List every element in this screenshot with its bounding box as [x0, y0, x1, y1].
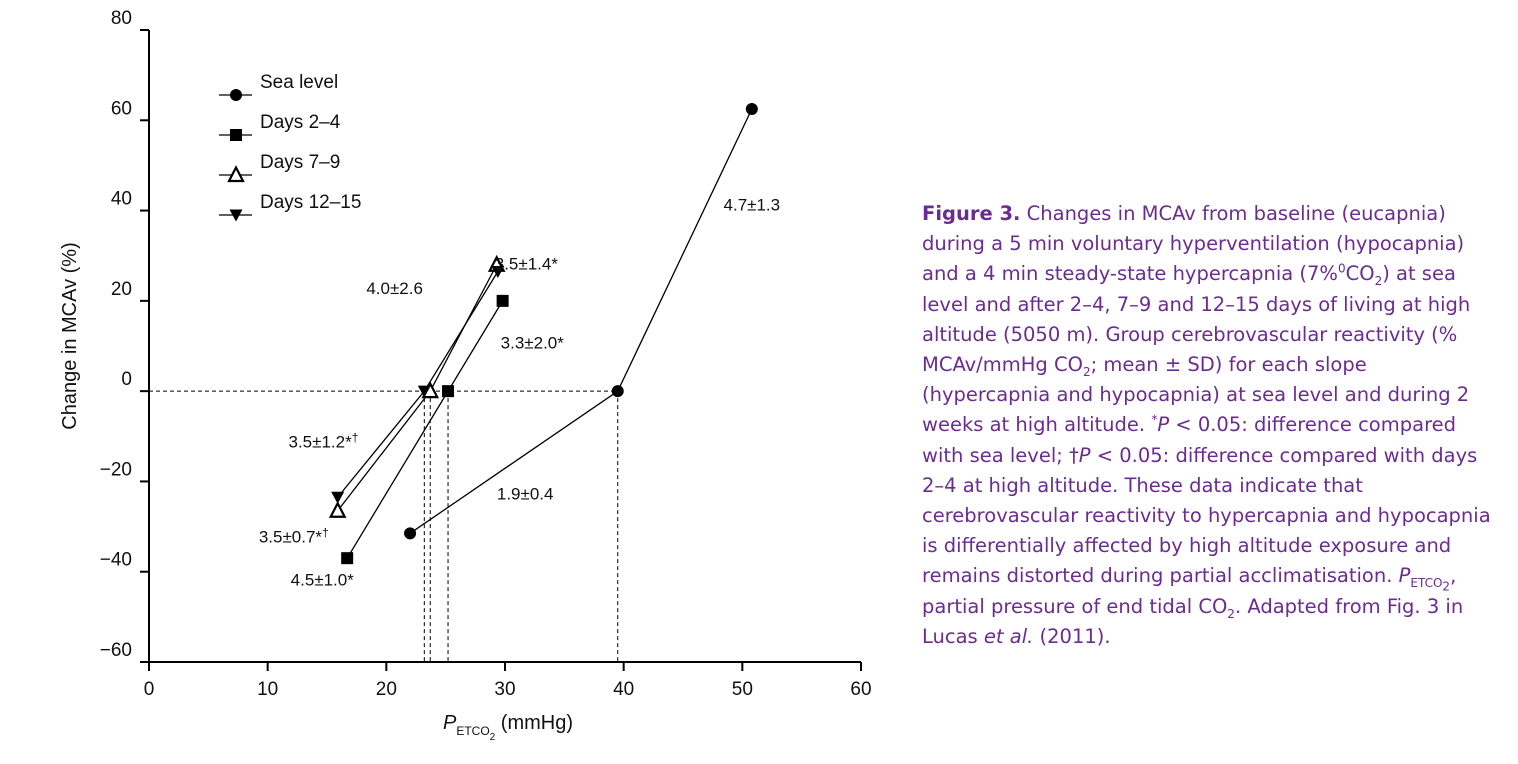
x-tick-label: 20 — [376, 679, 397, 700]
y-tick-label: −40 — [100, 550, 132, 571]
y-tick-label: 40 — [111, 189, 132, 210]
legend-marker — [230, 129, 242, 141]
x-axis-subscript: ETCO — [456, 724, 489, 738]
x-tick-label: 60 — [850, 679, 871, 700]
slope-label: 1.9±0.4 — [497, 484, 554, 503]
y-tick-label: 0 — [121, 369, 132, 390]
slope-label: 4.5±1.0* — [291, 570, 355, 589]
y-tick-label: −60 — [100, 640, 132, 661]
slope-label: 3.3±2.0* — [501, 333, 565, 352]
caption-italic-p: P — [1078, 443, 1091, 467]
slope-value: 3.5±1.2* — [288, 433, 352, 452]
legend-item: Days 7–9 — [219, 152, 340, 183]
data-point — [341, 552, 354, 565]
series-3 — [331, 266, 505, 504]
legend-item: Days 2–4 — [219, 112, 341, 141]
slope-value: 4.5±1.0* — [291, 570, 355, 589]
data-point — [745, 103, 758, 115]
caption-star: * — [1151, 412, 1158, 427]
caption-mark: 0 — [1337, 261, 1346, 276]
y-tick-label: 80 — [111, 8, 132, 29]
data-point — [417, 385, 431, 398]
data-point — [328, 500, 347, 518]
x-tick-label: 10 — [257, 679, 278, 700]
slope-value: 3.3±2.0* — [501, 333, 565, 352]
legend-item: Sea level — [219, 72, 338, 101]
figure-label: Figure 3. — [922, 202, 1021, 225]
series-0 — [404, 103, 758, 540]
slope-value: 4.7±1.3 — [724, 196, 781, 215]
slope-label: 3.5±1.4* — [495, 254, 559, 273]
slope-label: 3.5±0.7*† — [259, 525, 329, 546]
data-point — [404, 527, 417, 540]
x-tick-label: 0 — [144, 679, 155, 700]
slope-value: 3.5±1.4* — [495, 254, 559, 273]
series-line — [337, 271, 499, 498]
slope-dagger: † — [322, 525, 329, 539]
y-tick-label: 20 — [111, 279, 132, 300]
x-axis-symbol: P — [443, 712, 457, 734]
reference-lines — [149, 390, 619, 662]
x-axis-unit: (mmHg) — [495, 712, 573, 734]
axes: 80 60 40 20 0 −20 −40 −60 0 10 20 30 40 50 60 Change in… — [59, 8, 872, 743]
series-1 — [341, 294, 509, 565]
legend: Sea level Days 2–4 Days 7–9 Days 12–15 — [219, 72, 361, 222]
caption-text: CO — [1345, 262, 1375, 286]
caption-text: . Adapted from Fig. 3 in Lucas — [922, 594, 1464, 648]
x-tick-label: 50 — [732, 679, 753, 700]
slope-value: 1.9±0.4 — [497, 484, 554, 503]
y-axis-title: Change in MCAv (%) — [59, 242, 81, 429]
caption-text: , partial pressure of end tidal CO — [922, 564, 1457, 618]
slope-label: 4.0±2.6 — [366, 279, 423, 298]
series-line — [337, 264, 498, 512]
caption-subscript: 2 — [1082, 364, 1091, 379]
x-tick-label: 30 — [494, 679, 515, 700]
series-line — [409, 108, 753, 534]
legend-item: Days 12–15 — [219, 192, 361, 222]
caption-text: (2011). — [1033, 624, 1111, 648]
legend-label: Sea level — [260, 72, 338, 93]
slope-value: 4.0±2.6 — [366, 279, 423, 298]
data-point — [611, 385, 624, 398]
annotations: 4.7±1.33.5±1.4*4.0±2.63.3±2.0*3.5±1.2*†1… — [259, 196, 780, 590]
slope-label: 4.7±1.3 — [724, 196, 781, 215]
x-axis-title: PETCO2 (mmHg) — [443, 712, 573, 743]
chart: 80 60 40 20 0 −20 −40 −60 0 10 20 30 40 50 60 Change in… — [59, 8, 872, 743]
caption-text: ; mean ± SD) for each slope (hypercapnia… — [922, 353, 1470, 437]
caption-text: ) at sea level and after 2–4, 7–9 and 12… — [922, 262, 1471, 377]
y-tick-label: −20 — [100, 459, 132, 480]
legend-label: Days 7–9 — [260, 152, 340, 173]
y-tick-label: 60 — [111, 98, 132, 119]
legend-marker — [229, 209, 243, 222]
x-tick-label: 40 — [613, 679, 634, 700]
slope-value: 3.5±0.7* — [259, 527, 323, 546]
slope-dagger: † — [352, 431, 359, 445]
caption-italic-p: P — [1157, 413, 1170, 437]
series-group — [328, 103, 758, 565]
caption-text: < 0.05: difference compared with days 2–… — [922, 443, 1491, 588]
data-point — [331, 491, 345, 504]
caption-subscript: ETCO — [1410, 576, 1443, 591]
figure-caption: Figure 3. Changes in MCAv from baseline … — [922, 199, 1492, 652]
x-axis-subsubscript: 2 — [490, 732, 496, 743]
series-line — [346, 300, 504, 559]
caption-italic-p: P — [1398, 564, 1411, 588]
caption-text: Changes in MCAv from baseline (eucapnia)… — [922, 202, 1465, 286]
caption-text: < 0.05: difference compared with sea lev… — [922, 413, 1457, 467]
legend-marker — [227, 165, 245, 183]
legend-label: Days 12–15 — [260, 192, 361, 213]
legend-marker — [230, 89, 242, 101]
caption-subscript: 2 — [1374, 274, 1383, 289]
legend-label: Days 2–4 — [260, 112, 341, 133]
caption-italic: et al. — [983, 624, 1034, 648]
slope-label: 3.5±1.2*† — [288, 431, 358, 452]
data-point — [442, 385, 455, 398]
data-point — [496, 294, 509, 307]
data-point — [491, 266, 505, 279]
caption-subscript: 2 — [1442, 579, 1451, 594]
caption-subscript: 2 — [1227, 606, 1235, 621]
